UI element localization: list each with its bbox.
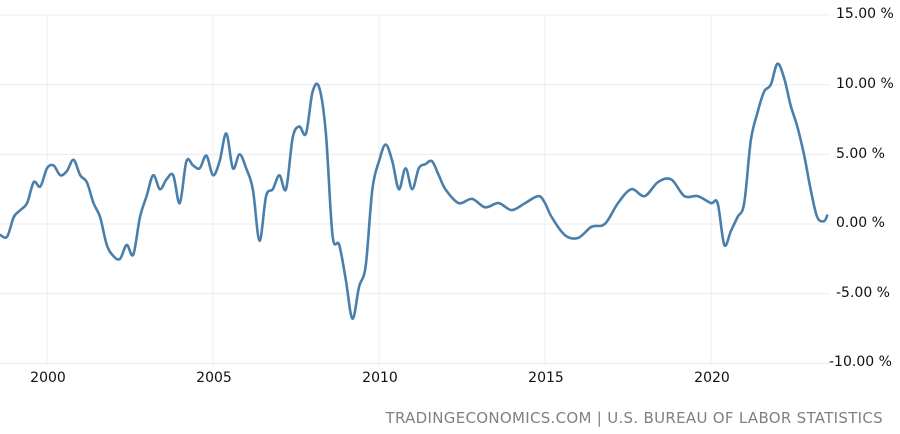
y-tick-label: 0.00 %	[836, 215, 885, 231]
y-tick-label: -10.00 %	[829, 354, 892, 370]
y-tick-label: 15.00 %	[836, 6, 894, 22]
source-attribution: TRADINGECONOMICS.COM | U.S. BUREAU OF LA…	[385, 409, 883, 427]
series-line	[0, 62, 829, 321]
x-tick-label: 2000	[30, 370, 66, 386]
y-tick-label: 5.00 %	[836, 146, 885, 162]
y-tick-label: -5.00 %	[836, 285, 890, 301]
gridlines	[0, 14, 830, 366]
x-tick-label: 2010	[362, 370, 398, 386]
x-tick-label: 2020	[694, 370, 730, 386]
x-tick-label: 2015	[528, 370, 564, 386]
x-tick-label: 2005	[196, 370, 232, 386]
y-tick-label: 10.00 %	[836, 76, 894, 92]
